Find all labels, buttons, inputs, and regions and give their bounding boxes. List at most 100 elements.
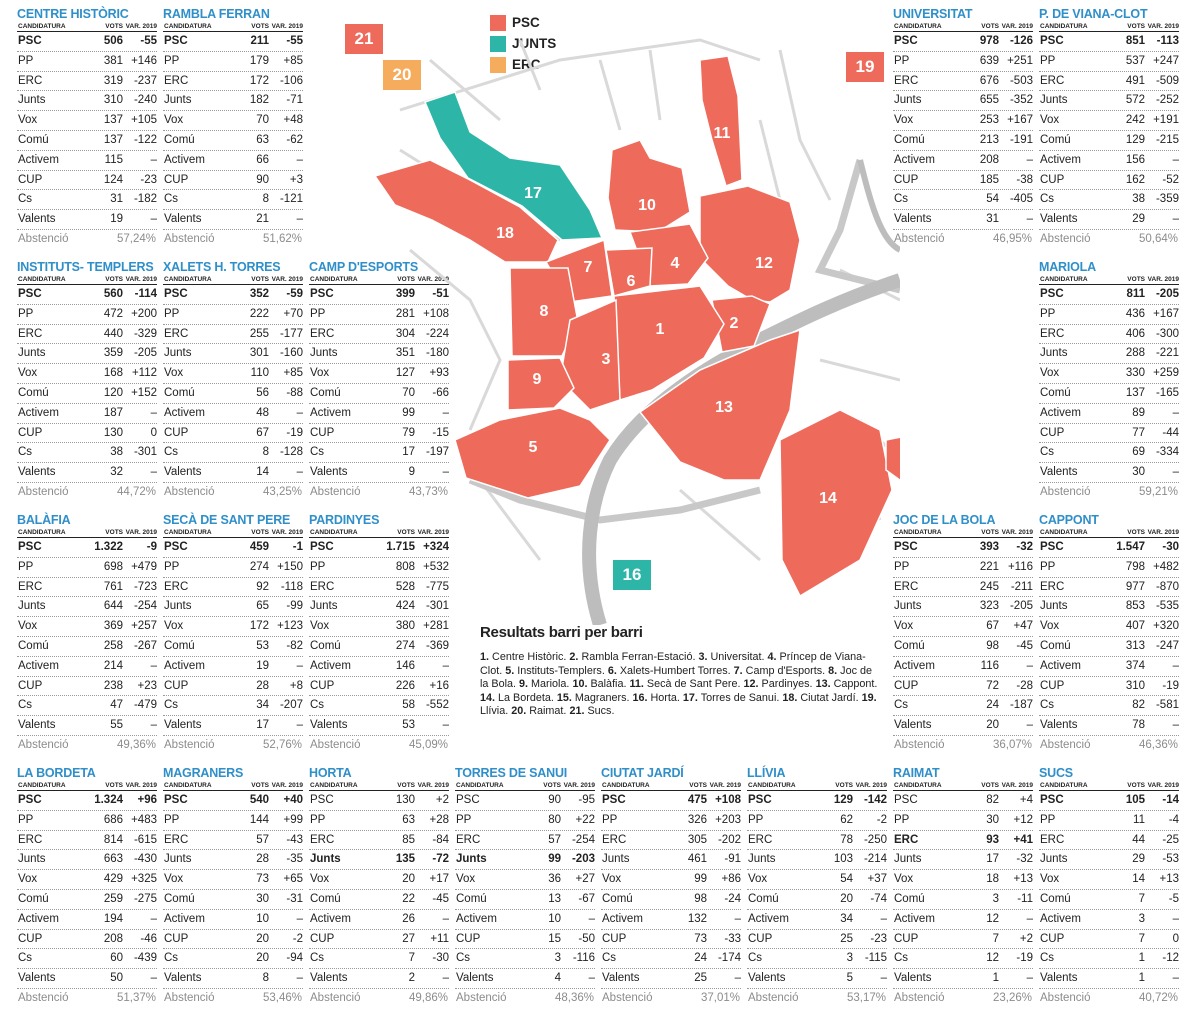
- party-votes: 808: [395, 560, 415, 573]
- table-row: Vox 54 +37: [747, 870, 887, 890]
- party-name: ERC: [1040, 833, 1065, 846]
- abstention-row: Abstenció 46,95%: [893, 230, 1033, 250]
- party-name: Junts: [164, 600, 192, 613]
- party-name: PP: [164, 307, 180, 320]
- party-variation: +13: [1013, 873, 1033, 886]
- party-votes: 62: [840, 813, 853, 826]
- abstention-label: Abstenció: [894, 738, 945, 751]
- party-variation: -205: [1009, 600, 1033, 613]
- district-2: [711, 295, 771, 353]
- table-row: PP 63 +28: [309, 811, 449, 831]
- party-variation: +116: [1007, 560, 1033, 573]
- abstention-value: 46,95%: [992, 232, 1032, 245]
- party-variation: –: [588, 972, 595, 985]
- party-name: Activem: [1040, 153, 1081, 166]
- table-row: Cs 12 -19: [893, 949, 1033, 970]
- party-votes: 301: [249, 347, 269, 360]
- abstention-label: Abstenció: [164, 738, 215, 751]
- header-var: VAR. 2019: [125, 782, 157, 789]
- party-variation: -329: [133, 327, 157, 340]
- header-vots: VOTS: [543, 782, 561, 789]
- party-votes: 274: [395, 639, 415, 652]
- results-item-number: 18.: [782, 691, 798, 704]
- district-12: [699, 185, 801, 303]
- table-header: CANDIDATURA VOTS VAR. 2019: [1039, 781, 1179, 791]
- party-variation: -106: [279, 74, 303, 87]
- results-list: 1. Centre Històric. 2. Rambla Ferran-Est…: [480, 651, 880, 719]
- party-variation: -1: [292, 541, 303, 553]
- party-name: Activem: [164, 153, 205, 166]
- party-name: Vox: [456, 873, 476, 886]
- party-variation: -62: [286, 133, 303, 146]
- party-votes: 99: [402, 406, 415, 419]
- table-row: ERC 172 -106: [163, 72, 303, 92]
- party-variation: -430: [133, 853, 157, 866]
- party-name: PP: [894, 560, 910, 573]
- party-name: Junts: [18, 600, 46, 613]
- table-row: Comú 7 -5: [1039, 890, 1179, 910]
- neighborhood-table: MAGRANERS CANDIDATURA VOTS VAR. 2019 PSC 540 +…: [163, 765, 303, 1009]
- table-row: Cs 3 -116: [455, 949, 595, 970]
- table-row: Junts 359 -205: [17, 344, 157, 365]
- abstention-value: 53,46%: [262, 991, 302, 1004]
- table-row: Junts 351 -180: [309, 344, 449, 365]
- party-votes: 359: [103, 347, 123, 360]
- header-candidatura: CANDIDATURA: [164, 782, 212, 789]
- party-name: ERC: [310, 833, 335, 846]
- party-votes: 1.547: [1116, 541, 1145, 553]
- party-votes: 69: [1132, 446, 1145, 459]
- neighborhood-table: HORTA CANDIDATURA VOTS VAR. 2019 PSC 130 +2 PP 6…: [309, 765, 449, 1009]
- party-name: CUP: [18, 173, 43, 186]
- table-row: CUP 208 -46: [17, 930, 157, 950]
- neighborhood-name: BALÀFIA: [17, 513, 71, 527]
- party-votes: 30: [1132, 466, 1145, 479]
- street-line: [478, 479, 542, 561]
- party-variation: +325: [131, 873, 157, 886]
- table-row: PP 179 +85: [163, 52, 303, 72]
- party-variation: -11: [1017, 892, 1033, 905]
- party-name: PSC: [894, 541, 918, 553]
- party-votes: 92: [256, 580, 269, 593]
- table-row: Comú 137 -165: [1039, 384, 1179, 404]
- abstention-row: Abstenció 51,37%: [17, 989, 157, 1009]
- party-votes: 407: [1125, 620, 1145, 633]
- results-item-name: Raimat.: [529, 705, 567, 718]
- party-variation: -2: [292, 932, 303, 945]
- party-variation: +37: [867, 873, 887, 886]
- party-name: PSC: [164, 794, 188, 806]
- party-variation: +152: [131, 386, 157, 399]
- table-row: Cs 1 -12: [1039, 949, 1179, 970]
- table-row: Activem 48 –: [163, 404, 303, 424]
- party-variation: –: [1026, 972, 1033, 985]
- party-variation: -19: [1162, 679, 1179, 692]
- party-variation: -352: [1009, 94, 1033, 107]
- district-number: 9: [533, 371, 542, 388]
- party-variation: -207: [279, 699, 303, 712]
- district-number: 1: [656, 321, 665, 338]
- results-item-number: 12.: [743, 678, 759, 691]
- party-variation: -114: [134, 288, 157, 300]
- party-name: Vox: [1040, 873, 1060, 886]
- party-votes: 259: [103, 892, 123, 905]
- neighborhood-name: SECÀ DE SANT PERE: [163, 513, 291, 527]
- abstention-label: Abstenció: [456, 991, 507, 1004]
- table-row: PSC 851 -113: [1039, 32, 1179, 52]
- header-var: VAR. 2019: [271, 23, 303, 30]
- party-name: Vox: [164, 620, 184, 633]
- party-name: PSC: [164, 288, 188, 300]
- party-variation: –: [296, 466, 303, 479]
- party-votes: 3: [846, 952, 853, 965]
- party-variation: -439: [133, 952, 157, 965]
- party-name: PSC: [164, 35, 188, 47]
- neighborhood-name: LA BORDETA: [17, 766, 96, 780]
- party-name: ERC: [164, 833, 189, 846]
- header-candidatura: CANDIDATURA: [18, 529, 66, 536]
- results-item-number: 2.: [569, 651, 579, 663]
- party-name: Comú: [164, 133, 195, 146]
- party-votes: 44: [1132, 833, 1145, 846]
- party-votes: 15: [548, 932, 561, 945]
- table-row: Junts 301 -160: [163, 344, 303, 365]
- party-name: Vox: [310, 620, 330, 633]
- party-votes: 2: [408, 972, 415, 985]
- header-var: VAR. 2019: [271, 276, 303, 283]
